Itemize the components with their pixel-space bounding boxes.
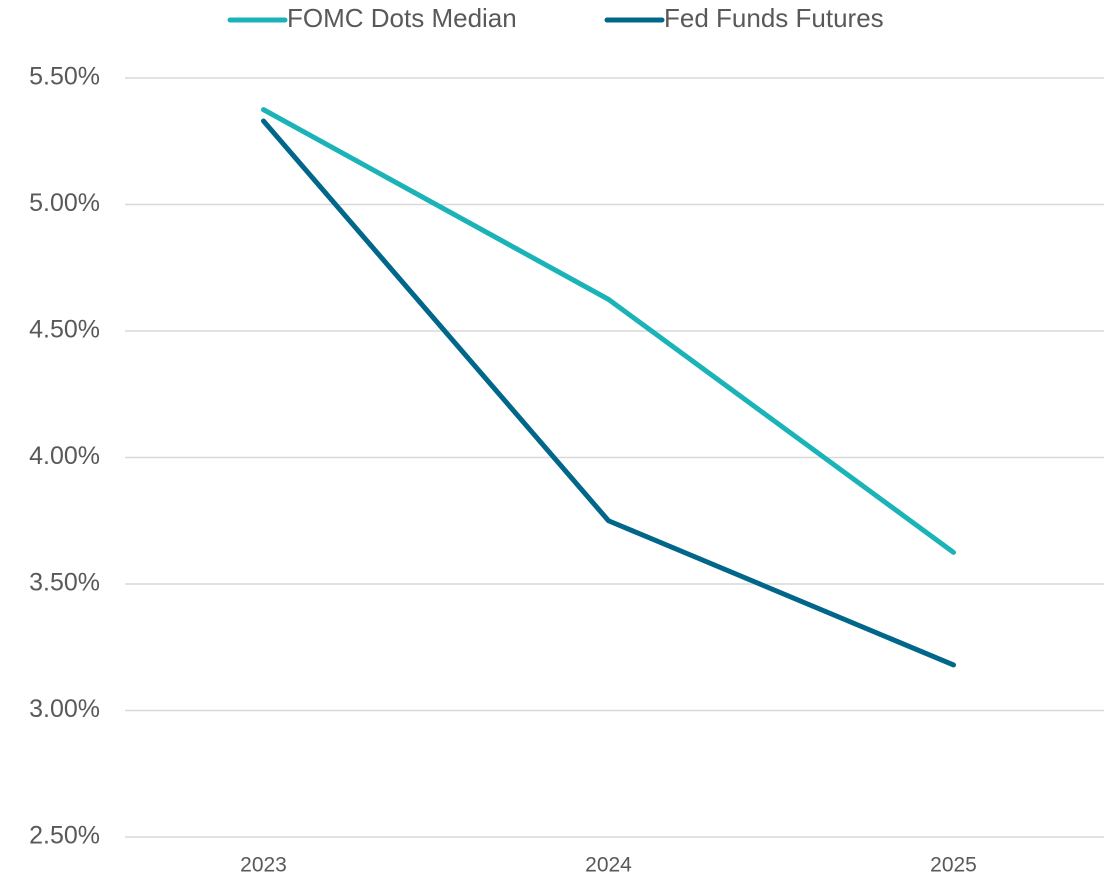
y-tick-label: 2.50% — [29, 822, 100, 850]
y-tick-label: 3.00% — [29, 695, 100, 723]
y-tick-label: 5.50% — [29, 63, 100, 91]
legend-label: FOMC Dots Median — [287, 3, 517, 33]
y-tick-label: 3.50% — [29, 569, 100, 597]
x-tick-label: 2025 — [930, 854, 977, 877]
x-tick-label: 2023 — [240, 854, 287, 877]
y-tick-label: 5.00% — [29, 189, 100, 217]
series-line — [261, 118, 956, 668]
y-tick-label: 4.00% — [29, 442, 100, 470]
x-tick-label: 2024 — [585, 854, 632, 877]
legend-label: Fed Funds Futures — [664, 3, 884, 33]
series-line — [261, 107, 956, 555]
y-tick-label: 4.50% — [29, 316, 100, 344]
